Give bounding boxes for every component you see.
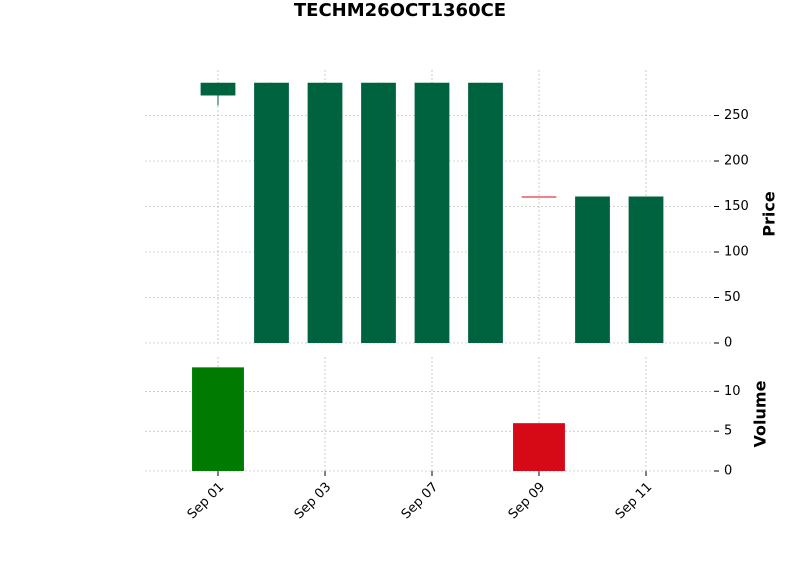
candle-body bbox=[200, 82, 236, 96]
volume-tick-label: 0 bbox=[724, 464, 732, 479]
volume-tick-label: 5 bbox=[724, 424, 732, 439]
candle-body bbox=[575, 196, 610, 343]
volume-axis-label: Volume bbox=[751, 380, 770, 447]
candle-body bbox=[628, 196, 664, 343]
x-tick-label: Sep 03 bbox=[292, 480, 335, 523]
candle-body bbox=[414, 82, 450, 344]
y-tick-label: 100 bbox=[724, 245, 749, 260]
x-tick-label: Sep 01 bbox=[185, 480, 228, 523]
y-tick-label: 250 bbox=[724, 108, 749, 123]
candle-body bbox=[468, 82, 503, 344]
volume-bar bbox=[513, 423, 565, 471]
x-tick-label: Sep 07 bbox=[399, 480, 442, 523]
candle-body bbox=[254, 82, 289, 344]
y-axis-label: Price bbox=[760, 191, 779, 237]
y-tick-label: 0 bbox=[724, 336, 732, 351]
y-tick-label: 50 bbox=[724, 290, 741, 305]
candle-body bbox=[521, 196, 557, 198]
candle-body bbox=[361, 82, 396, 344]
volume-tick-label: 10 bbox=[724, 384, 741, 399]
volume-bar bbox=[192, 367, 244, 471]
y-tick-label: 200 bbox=[724, 154, 749, 169]
x-tick-label: Sep 09 bbox=[506, 480, 549, 523]
chart-title: TECHM26OCT1360CE bbox=[294, 0, 506, 21]
x-tick-label: Sep 11 bbox=[613, 480, 656, 523]
y-tick-label: 150 bbox=[724, 199, 749, 214]
candle-body bbox=[307, 82, 343, 344]
